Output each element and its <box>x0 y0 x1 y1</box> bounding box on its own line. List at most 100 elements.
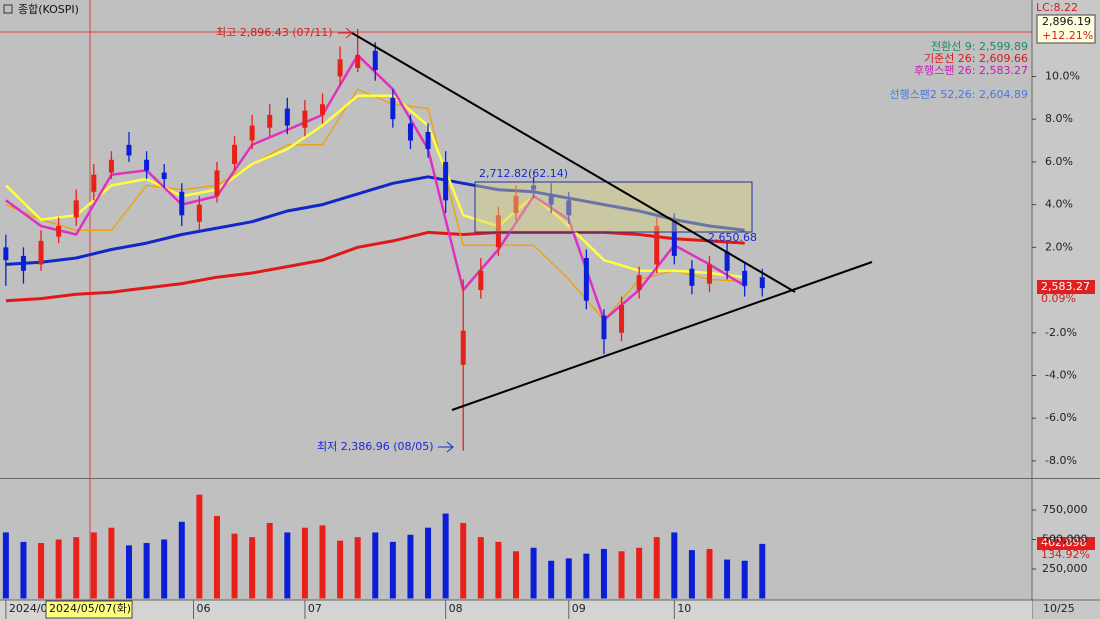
x-tick-label: 06 <box>197 602 211 615</box>
candle-body <box>478 270 484 291</box>
arrow <box>338 27 353 39</box>
price-tag <box>1037 280 1095 294</box>
lc-label: LC:8.22 <box>1036 1 1078 14</box>
volume-bar <box>372 532 379 599</box>
candle-body <box>320 104 325 115</box>
high-annotation: 최고 2,896.43 (07/11) <box>216 26 333 39</box>
volume-bar <box>513 551 519 599</box>
volume-bar <box>196 494 203 599</box>
x-axis-area <box>0 600 1032 619</box>
y-tick-label: 8.0% <box>1045 112 1073 125</box>
volume-ratio: 134.92% <box>1041 548 1090 561</box>
volume-bar <box>161 539 168 599</box>
candle-body <box>20 255 26 271</box>
top-change: +12.21% <box>1042 29 1093 42</box>
checkbox[interactable] <box>3 4 13 14</box>
volume-bar <box>213 515 220 599</box>
y-tick-label: -4.0% <box>1045 368 1077 381</box>
legend-entry: 전환선 9: 2,599.89 <box>931 40 1028 53</box>
volume-bar <box>706 548 713 599</box>
level-annotation: 2,650.68 <box>708 231 757 244</box>
legend-entry: 선행스팬2 52,26: 2,604.89 <box>889 88 1028 101</box>
volume-bar <box>636 547 643 599</box>
volume-bar <box>38 543 45 599</box>
y-tick-label: 10.0% <box>1045 69 1080 82</box>
trend-line <box>351 32 796 293</box>
volume-bar <box>671 532 678 599</box>
last-volume: 462,898 <box>1041 536 1087 549</box>
volume-bar <box>143 543 150 599</box>
volume-bar <box>460 522 467 599</box>
volume-bar <box>73 537 80 599</box>
volume-bar <box>583 553 590 599</box>
volume-bar <box>284 532 291 599</box>
cursor-date-box <box>45 600 133 619</box>
candle-body <box>619 304 625 333</box>
volume-bar <box>688 550 695 599</box>
volume-bar <box>249 537 256 599</box>
x-tick-label: 08 <box>449 602 463 615</box>
candle-body <box>548 193 554 205</box>
volume-bar <box>354 537 361 599</box>
candle-body <box>91 174 97 192</box>
volume-bar <box>600 548 607 599</box>
y-tick-label: -8.0% <box>1045 454 1077 467</box>
candle-body <box>337 59 343 77</box>
volume-bar <box>55 539 62 599</box>
candle-body <box>583 258 589 301</box>
volume-bar <box>90 532 97 599</box>
volume-bar <box>530 547 537 599</box>
volume-bar <box>178 521 185 599</box>
range-box <box>474 181 753 233</box>
candle-body <box>3 247 9 261</box>
x-axis-end: 10/25 <box>1043 602 1075 615</box>
candle-body <box>671 221 677 256</box>
y-tick-label: 4.0% <box>1045 198 1073 211</box>
overlay-line <box>5 175 745 266</box>
volume-bar <box>389 541 396 599</box>
volume-tick-label: 750,000 <box>1042 503 1088 516</box>
trend-line <box>451 261 873 411</box>
y-tick-label: 6.0% <box>1045 155 1073 168</box>
candle-body <box>443 161 449 201</box>
volume-bar <box>442 513 449 599</box>
volume-bar <box>759 543 766 599</box>
volume-bar <box>2 532 9 599</box>
x-tick-label: 10 <box>677 602 691 615</box>
candle-body <box>601 315 607 340</box>
candle-body <box>196 204 202 222</box>
candle-body <box>56 225 62 237</box>
volume-tick-label: 250,000 <box>1042 562 1088 575</box>
x-tick-label: 07 <box>308 602 322 615</box>
candle-body <box>232 144 238 165</box>
candle-body <box>759 277 765 289</box>
candle-body <box>355 55 361 68</box>
candle-body <box>73 200 79 218</box>
arrow <box>438 441 454 453</box>
volume-bar <box>266 522 273 599</box>
volume-bar <box>724 559 731 599</box>
candle-body <box>654 225 660 265</box>
legend-entry: 후행스팬 26: 2,583.27 <box>914 64 1028 77</box>
candle-body <box>531 185 537 190</box>
candle-body <box>108 159 114 173</box>
candle-body <box>707 264 712 284</box>
volume-bar <box>618 551 625 599</box>
volume-bar <box>741 560 748 599</box>
low-annotation: 최저 2,386.96 (08/05) <box>317 440 434 453</box>
candle-body <box>267 114 273 128</box>
volume-bar <box>495 541 502 599</box>
x-tick-label: 2024/04 <box>9 602 55 615</box>
y-tick-label: 2.0% <box>1045 240 1073 253</box>
volume-tag <box>1037 537 1095 550</box>
y-tick-label: -6.0% <box>1045 411 1077 424</box>
candle-body <box>302 110 308 128</box>
candle-body <box>513 196 519 214</box>
volume-bar <box>337 540 344 599</box>
overlay-line <box>5 230 745 303</box>
candle-body <box>636 275 642 291</box>
volume-bar <box>301 527 308 599</box>
candle-body <box>460 330 466 365</box>
